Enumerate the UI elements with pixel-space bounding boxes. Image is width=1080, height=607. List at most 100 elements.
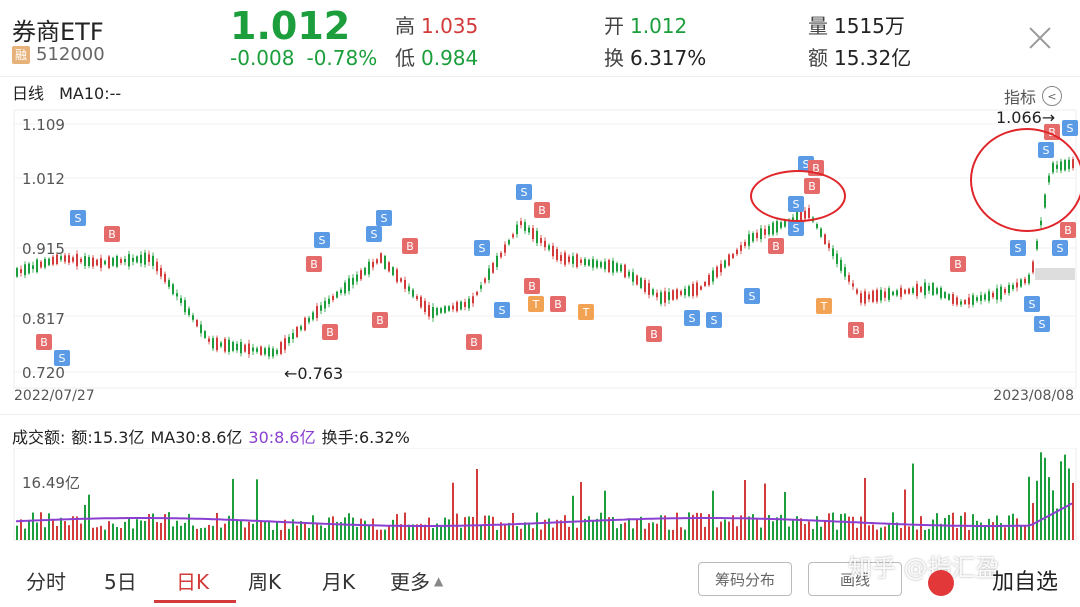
change-abs: -0.008	[230, 46, 295, 70]
price-highlight-band	[1035, 268, 1075, 280]
signal-sell-marker[interactable]: S	[1010, 240, 1026, 256]
price-chart[interactable]	[0, 108, 1080, 390]
highlight-circle	[970, 128, 1080, 232]
tab-daily-k[interactable]: 日K	[176, 570, 210, 594]
signal-buy-marker[interactable]: B	[322, 324, 338, 340]
signal-sell-marker[interactable]: S	[1024, 296, 1040, 312]
code-text: 512000	[36, 44, 105, 65]
ma10-label: MA10:--	[59, 84, 122, 103]
signal-buy-marker[interactable]: B	[768, 238, 784, 254]
y-tick-3: 0.915	[22, 240, 65, 258]
volume-scale: 16.49亿	[22, 474, 80, 492]
y-tick-4: 0.817	[22, 310, 65, 328]
chip-distribution-button[interactable]: 筹码分布	[698, 562, 792, 596]
signal-sell-marker[interactable]: S	[684, 310, 700, 326]
period-label: 日线	[12, 84, 45, 103]
price-chart-frame	[13, 109, 1077, 389]
signal-buy-marker[interactable]: B	[848, 322, 864, 338]
signal-sell-marker[interactable]: S	[1034, 316, 1050, 332]
volume-amount: 额:15.3亿	[71, 428, 145, 447]
amount-label: 额	[808, 46, 828, 70]
volume-title: 成交额:	[12, 428, 66, 447]
add-watchlist-button[interactable]: 加自选	[992, 570, 1059, 595]
end-date: 2023/08/08	[993, 388, 1074, 404]
turnover-label: 换	[604, 46, 624, 70]
volume-value: 1515万	[834, 14, 905, 38]
signal-sell-marker[interactable]: S	[494, 302, 510, 318]
signal-sell-marker[interactable]: S	[744, 288, 760, 304]
volume-turnover: 换手:6.32%	[321, 428, 410, 447]
header-divider	[0, 76, 1080, 77]
volume-chart[interactable]	[0, 448, 1080, 542]
high-label: 高	[395, 14, 415, 38]
signal-buy-marker[interactable]: B	[104, 226, 120, 242]
y-tick-1: 1.109	[22, 116, 65, 134]
signal-buy-marker[interactable]: B	[372, 312, 388, 328]
record-dot-icon[interactable]	[928, 570, 954, 596]
signal-buy-marker[interactable]: B	[306, 256, 322, 272]
high-value: 1.035	[421, 14, 479, 38]
signal-sell-marker[interactable]: S	[788, 220, 804, 236]
turnover-value: 6.317%	[630, 46, 707, 70]
signal-sell-marker[interactable]: S	[1062, 120, 1078, 136]
indicator-button[interactable]: 指标 <	[1004, 84, 1062, 108]
signal-sell-marker[interactable]: S	[376, 210, 392, 226]
volume-stat: 量 1515万	[808, 10, 905, 39]
close-icon[interactable]	[1028, 26, 1052, 50]
signal-sell-marker[interactable]: S	[516, 184, 532, 200]
signal-buy-marker[interactable]: B	[524, 278, 540, 294]
tab-more-label: 更多	[390, 570, 430, 594]
tab-more[interactable]: 更多 ▲	[390, 566, 443, 595]
volume-legend: 成交额: 额:15.3亿 MA30:8.6亿 30:8.6亿 换手:6.32%	[12, 424, 410, 448]
open-value: 1.012	[630, 14, 688, 38]
signal-buy-marker[interactable]: B	[402, 238, 418, 254]
signal-buy-marker[interactable]: B	[466, 334, 482, 350]
active-tab-underline	[154, 600, 236, 603]
signal-buy-marker[interactable]: B	[646, 326, 662, 342]
low-annotation: ←0.763	[284, 364, 344, 383]
signal-sell-marker[interactable]: S	[54, 350, 70, 366]
signal-sell-marker[interactable]: S	[366, 226, 382, 242]
price-candles	[16, 156, 1074, 360]
signal-sell-marker[interactable]: S	[314, 232, 330, 248]
tab-weekly-k[interactable]: 周K	[248, 570, 282, 594]
volume-ma-line	[15, 502, 1073, 527]
margin-badge: 融	[12, 45, 30, 64]
signal-sell-marker[interactable]: S	[70, 210, 86, 226]
chart-divider	[0, 414, 1080, 415]
tab-monthly-k[interactable]: 月K	[322, 570, 356, 594]
signal-buy-marker[interactable]: B	[534, 202, 550, 218]
price-change: -0.008 -0.78%	[230, 46, 377, 70]
signal-sell-marker[interactable]: S	[706, 312, 722, 328]
volume-ma30: MA30:8.6亿	[150, 428, 243, 447]
signal-buy-marker[interactable]: B	[550, 296, 566, 312]
signal-buy-marker[interactable]: B	[36, 334, 52, 350]
signal-sell-marker[interactable]: S	[474, 240, 490, 256]
low-stat: 低 0.984	[395, 42, 478, 71]
signal-trade-marker[interactable]: T	[528, 296, 544, 312]
signal-buy-marker[interactable]: B	[950, 256, 966, 272]
chevron-left-icon: <	[1042, 86, 1062, 106]
app-title: 券商ETF	[12, 18, 104, 46]
start-date: 2022/07/27	[14, 388, 95, 404]
turnover-stat: 换 6.317%	[604, 42, 706, 71]
open-label: 开	[604, 14, 624, 38]
low-label: 低	[395, 46, 415, 70]
change-pct: -0.78%	[306, 46, 378, 70]
tab-intraday[interactable]: 分时	[26, 570, 66, 594]
high-annotation: 1.066→	[996, 108, 1056, 127]
highlight-circle	[750, 170, 846, 222]
last-price: 1.012	[230, 4, 351, 48]
amount-stat: 额 15.32亿	[808, 42, 911, 71]
tab-5day[interactable]: 5日	[104, 570, 137, 594]
low-value: 0.984	[421, 46, 479, 70]
signal-trade-marker[interactable]: T	[816, 298, 832, 314]
y-tick-5: 0.720	[22, 364, 65, 382]
signal-trade-marker[interactable]: T	[578, 304, 594, 320]
signal-buy-marker[interactable]: B	[1060, 222, 1076, 238]
draw-line-button[interactable]: 画线	[808, 562, 902, 596]
y-tick-2: 1.012	[22, 170, 65, 188]
signal-sell-marker[interactable]: S	[1052, 240, 1068, 256]
open-stat: 开 1.012	[604, 10, 687, 39]
caret-up-icon: ▲	[434, 573, 444, 588]
